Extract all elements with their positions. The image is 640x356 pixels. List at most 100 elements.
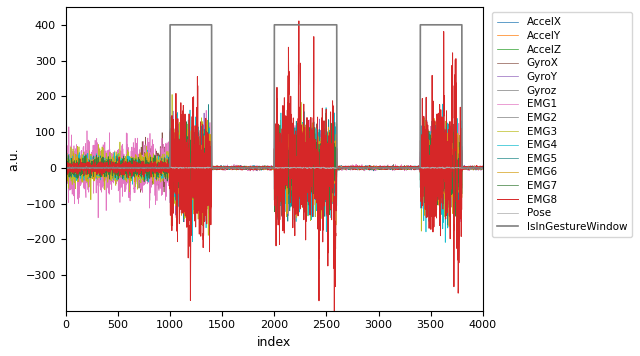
Line: EMG7: EMG7 bbox=[66, 113, 483, 217]
EMG2 bbox=[62, 162, 70, 167]
EMG6 bbox=[62, 170, 70, 174]
EMG6 bbox=[365, 166, 372, 170]
AccelY bbox=[445, 168, 453, 172]
GyroX bbox=[453, 216, 461, 220]
IsInGestureWindow bbox=[365, 166, 372, 170]
Line: GyroY: GyroY bbox=[66, 111, 483, 219]
GyroY bbox=[445, 151, 453, 155]
EMG2 bbox=[260, 166, 268, 170]
GyroX bbox=[241, 165, 248, 169]
EMG5 bbox=[445, 168, 453, 173]
GyroX bbox=[445, 156, 453, 160]
AccelX bbox=[365, 166, 372, 170]
Line: AccelY: AccelY bbox=[66, 158, 483, 177]
EMG8 bbox=[467, 164, 474, 169]
GyroY bbox=[260, 165, 268, 169]
Gyroz bbox=[445, 167, 453, 171]
EMG6 bbox=[241, 166, 248, 170]
EMG1 bbox=[237, 164, 245, 168]
IsInGestureWindow bbox=[445, 23, 453, 27]
EMG2 bbox=[479, 166, 486, 171]
EMG1 bbox=[365, 164, 372, 168]
EMG5 bbox=[444, 223, 452, 227]
EMG2 bbox=[241, 165, 248, 169]
EMG8 bbox=[330, 310, 338, 314]
AccelY bbox=[260, 166, 268, 170]
AccelZ bbox=[467, 166, 474, 170]
Line: GyroX: GyroX bbox=[66, 119, 483, 218]
GyroX bbox=[467, 165, 474, 169]
EMG7 bbox=[445, 171, 453, 175]
EMG5 bbox=[62, 166, 70, 170]
AccelZ bbox=[241, 166, 248, 171]
EMG4 bbox=[467, 166, 474, 170]
EMG7 bbox=[62, 163, 70, 168]
IsInGestureWindow bbox=[479, 166, 486, 170]
AccelZ bbox=[62, 166, 70, 170]
Line: EMG1: EMG1 bbox=[66, 110, 483, 222]
EMG1 bbox=[260, 167, 268, 171]
Line: EMG4: EMG4 bbox=[66, 98, 483, 242]
EMG7 bbox=[467, 165, 474, 169]
EMG4 bbox=[260, 166, 268, 171]
AccelY bbox=[170, 156, 177, 161]
GyroX bbox=[237, 166, 245, 170]
EMG4 bbox=[479, 165, 486, 169]
EMG3 bbox=[62, 164, 70, 168]
GyroY bbox=[319, 217, 326, 221]
AccelZ bbox=[479, 166, 486, 170]
EMG8 bbox=[365, 166, 372, 170]
Line: EMG6: EMG6 bbox=[66, 119, 483, 226]
AccelX bbox=[467, 166, 474, 171]
EMG4 bbox=[365, 166, 372, 170]
EMG8 bbox=[260, 166, 268, 170]
Pose bbox=[466, 166, 474, 170]
AccelX bbox=[62, 165, 70, 169]
EMG7 bbox=[322, 111, 330, 115]
Line: EMG2: EMG2 bbox=[66, 144, 483, 193]
AccelY bbox=[479, 165, 486, 169]
IsInGestureWindow bbox=[260, 166, 268, 170]
GyroY bbox=[169, 109, 177, 113]
EMG7 bbox=[237, 166, 244, 171]
AccelZ bbox=[327, 156, 335, 160]
IsInGestureWindow bbox=[466, 166, 474, 170]
EMG1 bbox=[278, 220, 286, 225]
Gyroz bbox=[260, 166, 268, 170]
GyroY bbox=[237, 166, 245, 170]
Line: IsInGestureWindow: IsInGestureWindow bbox=[66, 25, 483, 168]
Pose bbox=[365, 166, 372, 170]
EMG8 bbox=[479, 166, 486, 171]
Pose bbox=[238, 167, 246, 171]
EMG4 bbox=[62, 163, 70, 168]
Gyroz bbox=[62, 165, 70, 169]
Line: Gyroz: Gyroz bbox=[66, 142, 483, 192]
AccelY bbox=[365, 165, 372, 169]
EMG8 bbox=[62, 169, 70, 174]
EMG2 bbox=[444, 142, 452, 146]
Pose bbox=[260, 166, 268, 170]
GyroY bbox=[62, 166, 70, 170]
Line: EMG3: EMG3 bbox=[66, 94, 483, 235]
AccelY bbox=[241, 166, 248, 170]
EMG8 bbox=[237, 166, 244, 170]
Pose bbox=[471, 164, 479, 169]
Gyroz bbox=[241, 165, 248, 169]
EMG4 bbox=[445, 199, 453, 204]
Gyroz bbox=[200, 140, 207, 144]
EMG3 bbox=[365, 166, 372, 170]
EMG1 bbox=[202, 108, 210, 112]
EMG1 bbox=[445, 177, 453, 181]
AccelX bbox=[312, 177, 320, 182]
GyroX bbox=[181, 117, 189, 121]
IsInGestureWindow bbox=[237, 166, 245, 170]
IsInGestureWindow bbox=[166, 23, 174, 27]
EMG4 bbox=[422, 96, 430, 100]
EMG5 bbox=[260, 165, 268, 169]
AccelY bbox=[62, 166, 70, 170]
EMG4 bbox=[241, 166, 248, 171]
EMG7 bbox=[241, 166, 248, 170]
EMG3 bbox=[237, 165, 245, 169]
AccelZ bbox=[365, 166, 372, 170]
EMG6 bbox=[445, 224, 453, 229]
